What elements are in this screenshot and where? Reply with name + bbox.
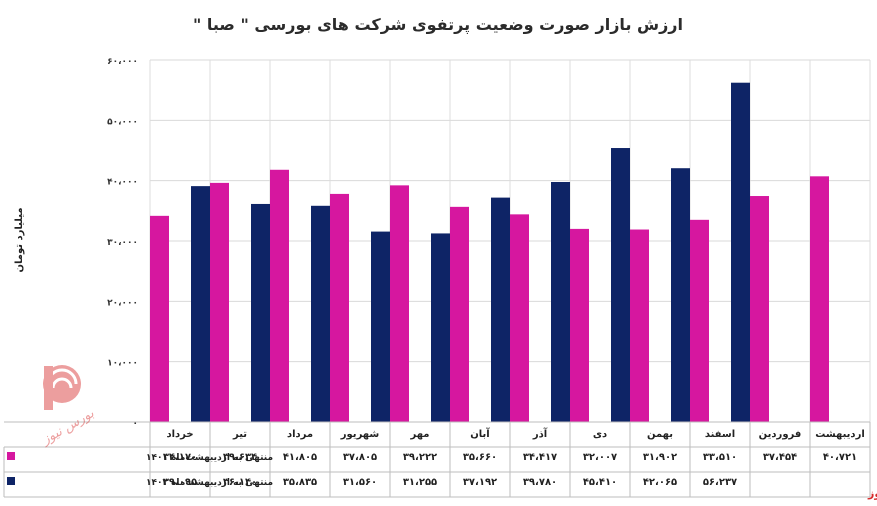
- x-tick-label: خرداد: [166, 429, 193, 440]
- bar-series-2: [251, 203, 270, 422]
- bar-series-1: [750, 196, 769, 422]
- y-tick-label: ۴۰،۰۰۰: [107, 178, 138, 188]
- data-label: ۴۲،۰۶۵: [643, 477, 677, 488]
- y-axis-title: میلیارد تومان: [14, 207, 25, 272]
- plot-area: ۰ ۱۰،۰۰۰ ۲۰،۰۰۰ ۳۰،۰۰۰ ۴۰،۰۰۰ ۵۰،۰۰۰ ۶۰،۰۰۰: [107, 57, 871, 429]
- data-label: ۳۹،۷۸۰: [523, 477, 557, 488]
- x-tick-label: مهر: [409, 429, 429, 440]
- watermark-logo-bar: [44, 366, 53, 410]
- x-tick-label: شهریور: [340, 429, 380, 440]
- data-label: ۳۶،۱۴۰: [223, 477, 257, 488]
- watermark-text: بورس نیوز: [867, 487, 877, 500]
- data-label: ۴۰،۷۲۱: [823, 452, 857, 463]
- data-label: ۳۹،۰۹۵: [163, 477, 197, 488]
- bar-series-1: [450, 206, 469, 422]
- bar-series-1: [150, 215, 169, 422]
- bar-series-2: [431, 233, 450, 422]
- x-tick-label: دی: [593, 429, 607, 440]
- bar-series-1: [690, 219, 709, 422]
- y-tick-label: ۶۰،۰۰۰: [107, 57, 138, 67]
- bar-series-2: [611, 148, 630, 422]
- bar-series-1: [270, 169, 289, 422]
- x-tick-label: آبان: [470, 427, 490, 440]
- data-label: ۳۷،۴۵۴: [763, 452, 797, 463]
- x-tick-label: تیر: [232, 429, 247, 440]
- watermark-logo-circle: [43, 365, 81, 403]
- bar-series-2: [311, 205, 330, 422]
- y-tick-label: ۱۰،۰۰۰: [107, 359, 138, 369]
- x-tick-label: مرداد: [287, 429, 313, 440]
- chart-title: ارزش بازار صورت وضعیت پرتفوی شرکت های بو…: [193, 15, 683, 35]
- data-label: ۳۷،۱۹۲: [463, 477, 497, 488]
- data-label: ۴۵،۴۱۰: [583, 477, 617, 488]
- data-table: خرداد تیر مرداد شهریور مهر آبان آذر دی بهمن اسفند…: [3, 421, 871, 498]
- watermark-logo-swoosh: [46, 368, 78, 385]
- bar-series-1: [210, 182, 229, 422]
- data-label: ۳۵،۸۳۵: [283, 477, 317, 488]
- data-label: ۴۱،۸۰۵: [283, 452, 317, 463]
- x-tick-label: اردیبهشت: [815, 429, 865, 440]
- data-label: ۳۴،۴۱۷: [523, 452, 557, 463]
- x-tick-label: فروردین: [759, 429, 802, 440]
- x-tick-label: بهمن: [647, 429, 673, 440]
- bar-series-1: [570, 228, 589, 422]
- data-label: ۳۲،۰۰۷: [583, 452, 617, 463]
- y-tick-label: ۵۰،۰۰۰: [107, 117, 138, 127]
- data-label: ۵۶،۲۳۷: [703, 477, 737, 488]
- x-tick-label: آذر: [532, 427, 548, 440]
- watermark-logo-swoosh: [51, 377, 73, 389]
- legend-label: منتهی به اردیبهشت‌ماه ۱۴۰۱: [146, 453, 273, 463]
- y-tick-label: ۳۰،۰۰۰: [107, 238, 138, 248]
- bar-series-1: [390, 185, 409, 422]
- data-label: ۳۳،۵۱۰: [703, 452, 737, 463]
- bar-series-1: [510, 214, 529, 422]
- bar-series-2: [491, 197, 510, 422]
- legend-swatch: [7, 477, 15, 485]
- data-label: ۳۹،۶۳۴: [223, 452, 257, 463]
- bar-series-1: [630, 229, 649, 422]
- data-label: ۳۵،۶۶۰: [463, 452, 497, 463]
- bar-series-1: [330, 193, 349, 422]
- data-label: ۳۷،۸۰۵: [343, 452, 377, 463]
- bar-series-2: [551, 181, 570, 422]
- data-label: ۳۴،۱۷۰: [163, 452, 197, 463]
- bar-series-1: [810, 176, 829, 422]
- data-label: ۳۱،۹۰۲: [643, 452, 677, 463]
- x-tick-label: اسفند: [705, 429, 735, 440]
- y-tick-label: ۲۰،۰۰۰: [107, 298, 138, 308]
- data-label: ۳۱،۵۶۰: [343, 477, 377, 488]
- bar-series-2: [191, 186, 210, 422]
- bar-series-2: [731, 82, 750, 422]
- legend-swatch: [7, 452, 15, 460]
- y-tick-label: ۰: [133, 419, 139, 429]
- data-label: ۳۱،۲۵۵: [403, 477, 437, 488]
- data-label: ۳۹،۲۲۲: [403, 452, 437, 463]
- bar-series-2: [371, 231, 390, 422]
- bar-series-2: [671, 168, 690, 422]
- legend-label: منتهی به اردیبهشت‌ماه ۱۴۰۲: [146, 478, 273, 488]
